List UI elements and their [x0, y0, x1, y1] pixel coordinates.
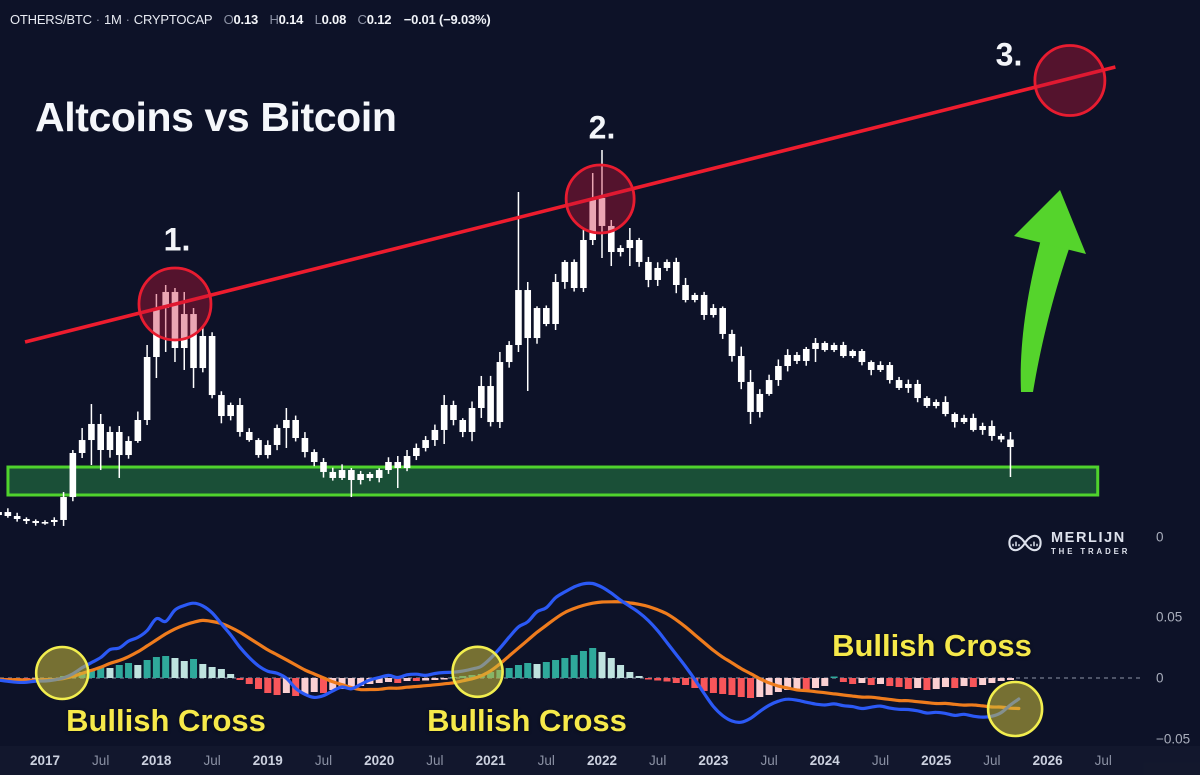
x-axis-label-2017[interactable]: 2017 [29, 753, 61, 768]
separator-dot: · [95, 11, 100, 27]
separator-dot2: · [125, 11, 130, 27]
price-change: −0.01 (−9.03%) [403, 11, 491, 27]
exchange-name: CRYPTOCAP [133, 11, 213, 27]
x-axis-label-2020[interactable]: 2020 [364, 753, 395, 768]
bullish-cross-circle-2 [451, 645, 504, 699]
x-axis-label-2018[interactable]: 2018 [141, 753, 172, 768]
x-axis-label-jul[interactable]: Jul [1094, 753, 1112, 768]
macd-signal-line [0, 600, 1021, 711]
touch-number-3: 3. [995, 36, 1023, 73]
chart-title: Altcoins vs Bitcoin [35, 94, 397, 140]
bullish-cross-circle-3 [986, 680, 1044, 738]
watermark-subtitle: THE TRADER [1051, 546, 1131, 556]
x-axis-label-2021[interactable]: 2021 [475, 753, 506, 768]
macd-axis-label[interactable]: 0 [1156, 670, 1164, 686]
ohlc-open: O0.13 [223, 11, 259, 27]
bullish-cross-label-3: Bullish Cross [832, 628, 1032, 663]
bullish-cross-label-1: Bullish Cross [66, 703, 266, 738]
symbol-name[interactable]: OTHERS/BTC [10, 11, 92, 27]
x-axis-label-2022[interactable]: 2022 [586, 753, 618, 768]
touch-circle-3 [1033, 44, 1107, 117]
timeframe[interactable]: 1M [103, 11, 122, 27]
x-axis-label-jul[interactable]: Jul [92, 753, 110, 768]
macd-axis-label[interactable]: 0.05 [1156, 609, 1183, 625]
x-axis-label-2023[interactable]: 2023 [698, 753, 729, 768]
watermark-logo: MERLIJN THE TRADER [1006, 531, 1130, 555]
candlestick-series [0, 150, 1014, 526]
x-axis-label-2026[interactable]: 2026 [1032, 753, 1063, 768]
watermark-name: MERLIJN [1051, 530, 1126, 546]
touch-circle-1 [137, 266, 213, 342]
macd-main-line [0, 581, 1021, 724]
watermark-text: MERLIJN THE TRADER [1051, 531, 1130, 555]
x-axis-label-jul[interactable]: Jul [203, 753, 221, 768]
x-axis-label-jul[interactable]: Jul [983, 753, 1001, 768]
x-axis-label-jul[interactable]: Jul [537, 753, 555, 768]
bullish-cross-label-2: Bullish Cross [427, 703, 627, 738]
x-axis-label-jul[interactable]: Jul [314, 753, 333, 768]
touch-number-1: 1. [163, 221, 191, 258]
x-axis-label-jul[interactable]: Jul [426, 753, 444, 768]
x-axis-label-2024[interactable]: 2024 [809, 753, 840, 768]
resistance-trendline [24, 65, 1116, 344]
x-axis-label-jul[interactable]: Jul [760, 753, 778, 768]
up-arrow-head [1014, 190, 1086, 254]
macd-histogram [0, 648, 1014, 698]
ohlc-close: C0.12 [357, 11, 392, 27]
price-axis-label[interactable]: 0 [1156, 529, 1164, 545]
support-zone [6, 465, 1100, 497]
ohlc-low: L0.08 [314, 11, 347, 27]
x-axis-label-jul[interactable]: Jul [871, 753, 890, 768]
up-arrow-shaft [1020, 232, 1070, 392]
symbol-header: OTHERS/BTC · 1M · CRYPTOCAP O0.13 H0.14 L0.0… [10, 12, 491, 27]
macd-axis-label[interactable]: −0.05 [1156, 731, 1191, 747]
touch-number-2: 2. [588, 109, 616, 146]
x-axis-label-2019[interactable]: 2019 [252, 753, 283, 768]
ohlc-high: H0.14 [269, 11, 304, 27]
x-axis-label-jul[interactable]: Jul [649, 753, 667, 768]
touch-circle-2 [564, 163, 636, 235]
infinity-logo-icon [1008, 534, 1042, 552]
bullish-cross-circle-1 [34, 645, 90, 701]
x-axis-label-2025[interactable]: 2025 [921, 753, 952, 768]
